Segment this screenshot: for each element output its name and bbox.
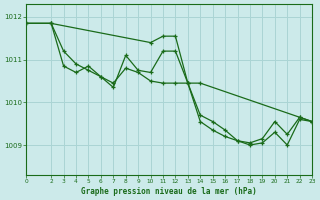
X-axis label: Graphe pression niveau de la mer (hPa): Graphe pression niveau de la mer (hPa): [81, 187, 257, 196]
